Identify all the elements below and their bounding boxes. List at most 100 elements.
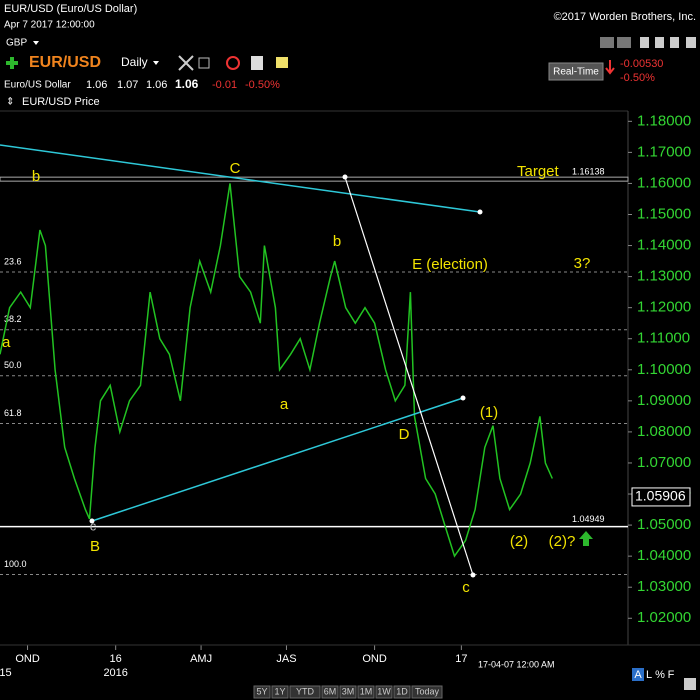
high: 1.07 [117,79,138,91]
scale-button[interactable]: F [668,669,675,681]
range-button[interactable]: 5Y [253,685,271,699]
realtime-button[interactable] [548,62,604,81]
button-face [375,685,393,699]
button-label: YTD [296,686,315,696]
button-face [321,685,339,699]
y-tick-label: 1.02000 [637,609,691,626]
y-tick-label: 1.12000 [637,299,691,316]
button-face [632,668,644,681]
down-arrow [605,60,615,75]
y-tick-label: 1.13000 [637,268,691,285]
fib-label: 50.0 [4,360,22,370]
y-tick-label: 1.14000 [637,237,691,254]
interval[interactable]: Daily [121,55,148,69]
x-tick-label: 17 [455,653,467,665]
range-button[interactable]: 1M [357,685,375,699]
fib-label: 38.2 [4,314,22,324]
level-label: 1.04949 [572,514,605,524]
range-button[interactable]: 1W [375,685,393,699]
realtime-label[interactable]: Real-Time [553,67,599,78]
button-label: 1D [396,686,408,696]
y-tick-label: 1.17000 [637,143,691,160]
y-tick-label: 1.11000 [637,330,690,347]
range-button[interactable]: 6M [321,685,339,699]
y-tick-label: 1.16000 [637,174,691,191]
legend-entry: EUR/USD Price [22,96,100,108]
range-button[interactable]: YTD [289,685,321,699]
y-tick-label: 1.15000 [637,205,691,222]
window-buttons [600,37,696,48]
y-tick-label: 1.10000 [637,361,691,378]
settings-button[interactable] [684,678,696,690]
dropdown-arrow [153,61,159,65]
button-label: 1W [377,686,391,696]
scale-button[interactable]: L [646,669,652,681]
x-tick-label: 16 [110,653,122,665]
button-label: F [668,669,675,681]
button-label: 1M [360,686,373,696]
button-label: 3M [342,686,355,696]
currency[interactable]: GBP [6,38,27,49]
add-icon[interactable] [6,57,18,69]
x-tick-label: JAS [276,653,296,665]
wave-label: (2) [510,533,528,550]
wave-label: (1) [480,404,498,421]
change: -0.01 [212,79,237,91]
button-face [393,685,411,699]
button-label: % [655,669,665,681]
last-price: 1.05906 [635,488,686,504]
wave-label: D [399,426,410,443]
x-tick-label: AMJ [190,653,212,665]
plot: 1.020001.030001.040001.050001.060001.070… [0,112,691,679]
level-name: Target [517,163,560,180]
wave-label: b [32,168,40,185]
button-face [271,685,289,699]
range-button[interactable]: Today [411,685,443,699]
button-label: A [634,669,642,681]
low: 1.06 [146,79,167,91]
instrument-name: Euro/US Dollar [4,80,71,91]
y-tick-label: 1.04000 [637,547,691,564]
close: 1.06 [175,77,199,91]
fib-label: 61.8 [4,408,22,418]
symbol[interactable]: EUR/USD [29,54,101,71]
last-price-box [631,487,691,507]
wave-label: 3? [574,255,591,272]
button-label: L [646,669,652,681]
range-button[interactable]: 3M [339,685,357,699]
scale-button[interactable]: % [655,669,665,681]
trendlines [0,144,483,578]
x-tick-label: OND [15,653,40,665]
wave-label: E (election) [412,256,488,273]
wave-label: C [230,160,241,177]
y-tick-label: 1.03000 [637,578,691,595]
price-line [0,183,553,558]
change-pct: -0.50% [245,79,280,91]
y-tick-label: 1.07000 [637,454,691,471]
button-label: 5Y [256,686,267,696]
range-button[interactable]: 1Y [271,685,289,699]
dropdown-arrow [33,41,39,45]
timestamp: 17-04-07 12:00 AM [478,659,555,669]
window-title: EUR/USD (Euro/US Dollar) [4,3,137,15]
wave-label: b [333,233,341,250]
wave-label: c [90,518,97,533]
fib-label: 100.0 [4,559,27,569]
button-face [289,685,321,699]
button-label: 1Y [274,686,285,696]
legend-icon: ⇕ [6,97,14,108]
x-tick-label: OND [362,653,387,665]
range-button[interactable]: 1D [393,685,411,699]
button-label: 6M [324,686,337,696]
button-face [411,685,443,699]
wave-label: (2)? [549,533,576,550]
up-arrow [579,531,593,546]
level-label: 1.16138 [572,167,605,177]
button-face [357,685,375,699]
copyright: ©2017 Worden Brothers, Inc. [554,11,696,23]
x-sub-label: 2016 [103,667,127,679]
button-label: Today [415,686,440,696]
x-sub-label: 15 [0,667,12,679]
fib-label: 23.6 [4,256,22,266]
scale-button[interactable]: A [632,668,644,681]
